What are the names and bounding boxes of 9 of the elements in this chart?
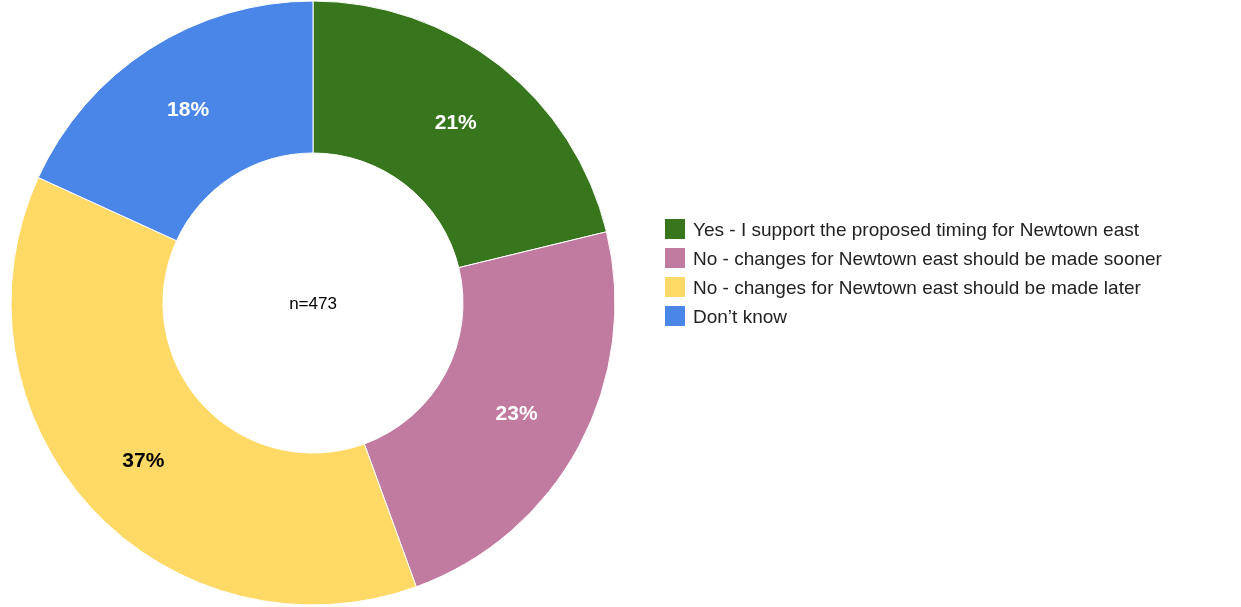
data-label: 37% [122, 448, 165, 472]
legend-label: Yes - I support the proposed timing for Newtown east [693, 218, 1140, 240]
data-label: 21% [434, 109, 478, 133]
data-label: 18% [167, 97, 210, 121]
legend-label: Don’t know [693, 305, 788, 327]
data-label: 23% [495, 400, 538, 424]
legend-label: No - changes for Newtown east should be made sooner [693, 247, 1163, 269]
legend-label: No - changes for Newtown east should be made later [693, 276, 1142, 298]
text: n=473 [289, 293, 337, 313]
